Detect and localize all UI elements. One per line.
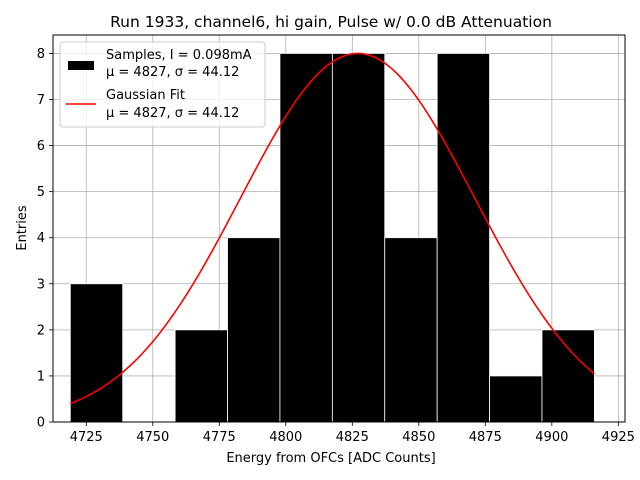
x-tick-label: 4725 (70, 430, 103, 445)
x-tick-label: 4875 (469, 430, 502, 445)
y-axis-label: Entries (15, 205, 30, 251)
gaussian-fit (69, 52, 595, 405)
legend-fit-label: Gaussian Fit (106, 88, 185, 103)
x-tick-label: 4775 (203, 430, 236, 445)
legend: Samples, I = 0.098mA μ = 4827, σ = 44.12… (59, 41, 266, 128)
x-tick-label: 4750 (136, 430, 169, 445)
y-tick-label: 5 (37, 185, 45, 200)
histogram-bar (174, 329, 228, 423)
gaussian-fit-line (69, 52, 595, 405)
x-axis-label: Energy from OFCs [ADC Counts] (226, 451, 435, 466)
plot-frame (52, 34, 626, 423)
legend-samples-swatch (68, 61, 94, 70)
legend-samples-stats: μ = 4827, σ = 44.12 (106, 65, 239, 80)
x-tick-label: 4850 (402, 430, 435, 445)
y-tick-label: 2 (37, 323, 45, 338)
x-tick-label: 4800 (269, 430, 302, 445)
y-tick-label: 6 (37, 139, 45, 154)
x-tick-label: 4900 (535, 430, 568, 445)
y-tick-label: 4 (37, 231, 45, 246)
y-tick-label: 0 (37, 416, 45, 431)
histogram-bar (279, 53, 333, 423)
histogram-bar (541, 329, 595, 423)
histogram-bar (489, 375, 543, 423)
y-tick-label: 3 (37, 277, 45, 292)
x-axis-ticks: 4725 4750 4775 4800 4825 4850 4875 4900 4925 (70, 422, 635, 445)
y-tick-label: 8 (37, 47, 45, 62)
y-tick-label: 1 (37, 369, 45, 384)
histogram-bar (69, 283, 124, 423)
histogram-bars (69, 53, 595, 423)
histogram-bar (384, 237, 438, 423)
y-axis-ticks: 0 1 2 3 4 5 6 7 8 (37, 47, 53, 431)
x-tick-label: 4825 (336, 430, 369, 445)
chart-title: Run 1933, channel6, hi gain, Pulse w/ 0.… (110, 13, 552, 31)
histogram-bar (227, 237, 281, 423)
legend-fit-stats: μ = 4827, σ = 44.12 (106, 106, 239, 121)
legend-box (59, 41, 266, 128)
x-tick-label: 4925 (602, 430, 635, 445)
legend-samples-label: Samples, I = 0.098mA (106, 48, 252, 63)
y-tick-label: 7 (37, 93, 45, 108)
histogram-bar (331, 53, 386, 423)
histogram-bar (436, 53, 490, 423)
